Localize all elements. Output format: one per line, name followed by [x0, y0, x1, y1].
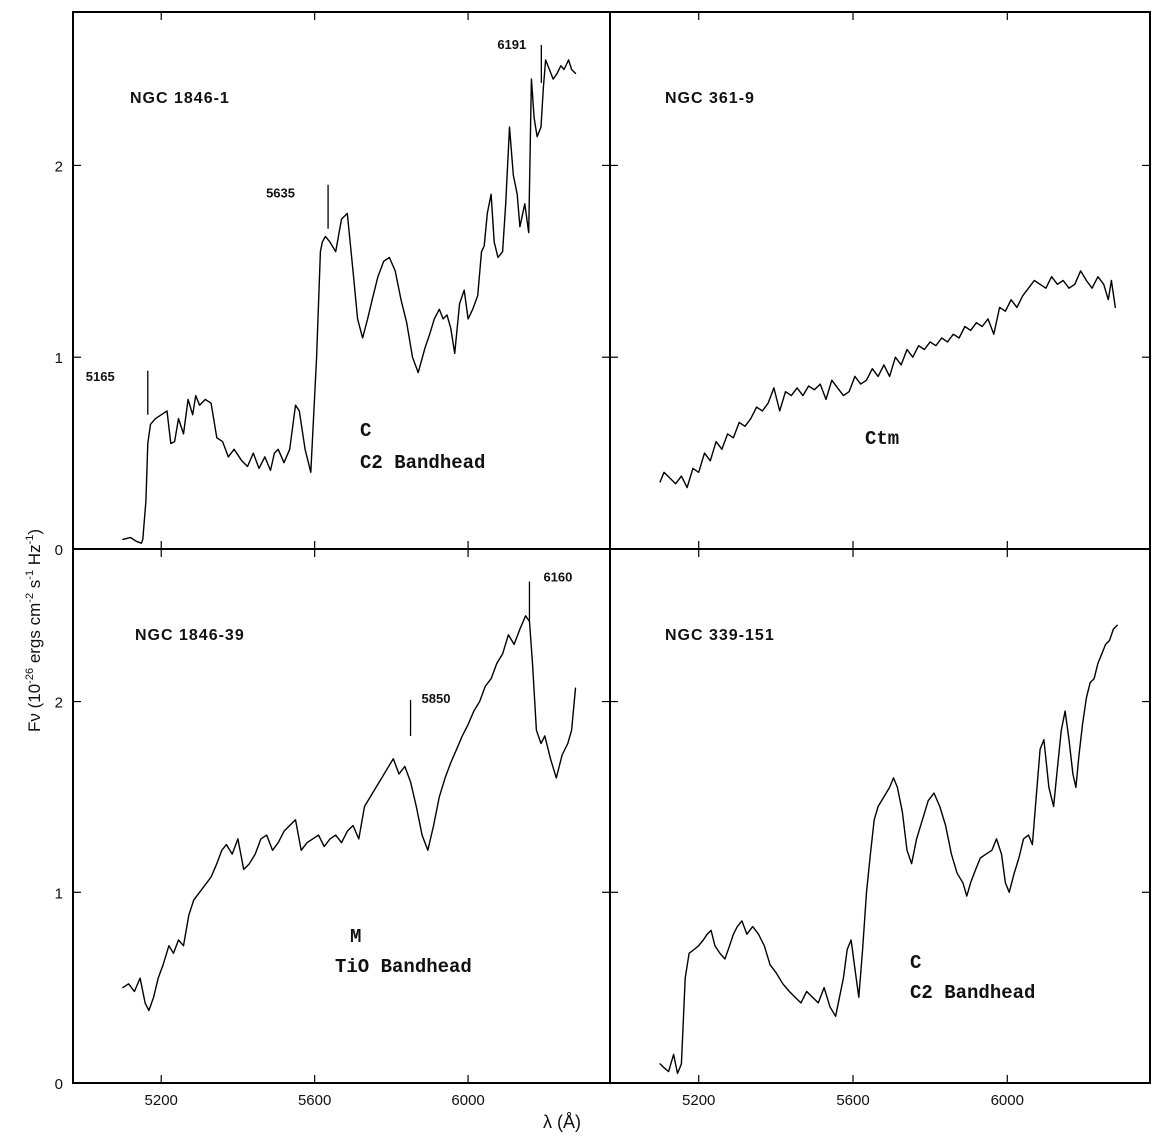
y-axis-label-close: ): [25, 528, 44, 535]
x-tick-label: 6000: [991, 1092, 1024, 1109]
x-tick-label: 5600: [298, 1092, 331, 1109]
y-axis-label-f: F: [25, 721, 44, 732]
panel-title: NGC 1846-1: [130, 90, 230, 107]
spectral-class: C: [360, 420, 371, 442]
x-tick-label: 5200: [145, 1092, 178, 1109]
y-axis-label-exp3: -1: [24, 569, 36, 580]
spectrum-line: [122, 59, 577, 544]
spectral-class: C: [910, 952, 921, 974]
spectrum-line: [659, 270, 1116, 489]
panel-top-left: 0 1 2 5165 5635 6191 NGC 1846-1 C C2 Bandhead: [55, 11, 611, 559]
panel-bottom-right: 5200 5600 6000 NGC 339-151 C C2 Bandhead: [609, 548, 1151, 1109]
y-axis-label-exp2: -2: [24, 592, 36, 603]
y-axis-label-exp4: -1: [24, 534, 36, 545]
marker-label: 6160: [543, 569, 572, 584]
feature-label: C2 Bandhead: [910, 982, 1035, 1004]
y-axis-label-mid: ergs cm: [25, 602, 44, 668]
x-axis-label: λ (Å): [543, 1112, 581, 1132]
panel-title: NGC 1846-39: [135, 627, 245, 644]
y-axis-label-open: (10: [25, 683, 44, 714]
panel-bottom-left: 5200 5600 6000 0 1 2 5850 6160 NGC 1846-39 M TiO B…: [55, 548, 611, 1109]
spectral-class: M: [350, 926, 361, 948]
x-tick-label: 6000: [451, 1092, 484, 1109]
y-tick-label: 1: [55, 885, 63, 902]
spectrum-line: [122, 615, 577, 1012]
marker-label: 5635: [266, 186, 295, 201]
marker-label: 5165: [86, 369, 115, 384]
y-axis-label-nu: ν: [25, 713, 44, 722]
y-tick-label: 0: [55, 542, 63, 559]
y-tick-label: 2: [55, 158, 63, 175]
y-tick-label: 1: [55, 350, 63, 367]
y-axis-label-hz: Hz: [25, 544, 44, 570]
y-tick-label: 2: [55, 695, 63, 712]
y-axis-label-s: s: [25, 579, 44, 593]
x-tick-label: 5600: [836, 1092, 869, 1109]
spectral-class: Ctm: [865, 428, 899, 450]
panel-frame: [609, 548, 1151, 1084]
y-axis-label-exp1: -26: [24, 667, 36, 684]
y-axis-label: Fν (10-26 ergs cm-2 s-1 Hz-1): [24, 529, 45, 732]
marker-label: 5850: [422, 691, 451, 706]
feature-label: TiO Bandhead: [335, 956, 472, 978]
panel-top-right: NGC 361-9 Ctm: [609, 11, 1151, 550]
y-tick-label: 0: [55, 1076, 63, 1093]
marker-label: 6191: [497, 37, 526, 52]
spectrum-line: [659, 624, 1118, 1075]
feature-label: C2 Bandhead: [360, 452, 485, 474]
panel-title: NGC 339-151: [665, 627, 775, 644]
panel-title: NGC 361-9: [665, 90, 755, 107]
x-tick-label: 5200: [682, 1092, 715, 1109]
